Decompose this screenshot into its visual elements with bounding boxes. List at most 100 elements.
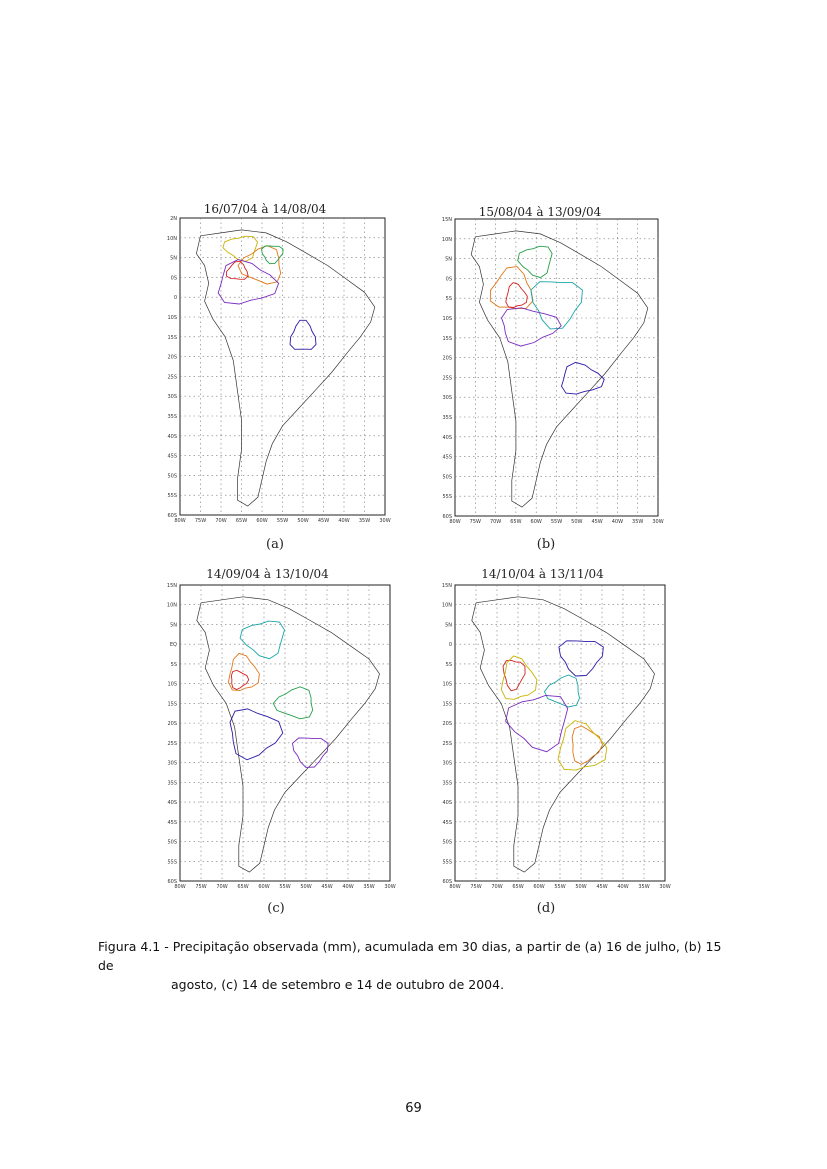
lon-tick-label: 35W bbox=[359, 518, 370, 524]
lat-tick-label: 40S bbox=[167, 434, 177, 440]
lon-tick-label: 45W bbox=[591, 519, 602, 525]
lon-tick-label: 30W bbox=[652, 519, 663, 525]
lat-tick-label: 5S bbox=[446, 662, 452, 668]
panel-label: (b) bbox=[536, 537, 556, 552]
lon-tick-label: 30W bbox=[659, 884, 670, 890]
lon-tick-label: 50W bbox=[297, 518, 308, 524]
precipitation-contour bbox=[502, 660, 526, 692]
precipitation-contour bbox=[222, 235, 258, 262]
precipitation-contour bbox=[229, 708, 284, 761]
precipitation-contour bbox=[557, 720, 608, 771]
lat-tick-label: 35S bbox=[167, 414, 177, 420]
precipitation-contour bbox=[227, 652, 260, 692]
lon-tick-label: 50W bbox=[300, 884, 311, 890]
lon-tick-label: 60W bbox=[258, 884, 269, 890]
caption-line-1: Figura 4.1 - Precipitação observada (mm)… bbox=[98, 939, 722, 973]
lat-tick-label: 35S bbox=[167, 780, 177, 786]
lon-tick-label: 65W bbox=[510, 519, 521, 525]
precipitation-map: 2N 10N 5N 0S 0 10S 15S 20S 25S 30S 35S 40S 45S 50S 55S… bbox=[167, 216, 391, 524]
precipitation-contour bbox=[561, 361, 605, 395]
lon-tick-label: 45W bbox=[318, 518, 329, 524]
lon-tick-label: 30W bbox=[384, 884, 395, 890]
lat-tick-label: 0 bbox=[449, 642, 452, 648]
precipitation-contour bbox=[558, 640, 604, 677]
lat-tick-label: 20S bbox=[167, 355, 177, 361]
lon-tick-label: 50W bbox=[571, 519, 582, 525]
lon-tick-label: 40W bbox=[612, 519, 623, 525]
lat-tick-label: 30S bbox=[167, 394, 177, 400]
lat-tick-label: 55S bbox=[167, 493, 177, 499]
lat-tick-label: 15S bbox=[167, 701, 177, 707]
precipitation-contour bbox=[226, 260, 249, 280]
lat-tick-label: 25S bbox=[442, 375, 452, 381]
lat-tick-label: 5N bbox=[170, 256, 177, 262]
panel-label: (c) bbox=[267, 901, 285, 916]
lat-tick-label: 30S bbox=[442, 761, 452, 767]
precipitation-contour bbox=[217, 259, 280, 305]
lon-tick-label: 35W bbox=[638, 884, 649, 890]
lon-tick-label: 70W bbox=[216, 884, 227, 890]
lat-tick-label: 25S bbox=[167, 741, 177, 747]
lat-tick-label: 5N bbox=[170, 622, 177, 628]
lat-tick-label: 5S bbox=[446, 296, 452, 302]
lon-tick-label: 50W bbox=[575, 884, 586, 890]
lat-tick-label: 5N bbox=[445, 622, 452, 628]
lat-tick-label: 45S bbox=[442, 455, 452, 461]
lat-tick-label: 25S bbox=[442, 741, 452, 747]
lat-tick-label: 15S bbox=[167, 335, 177, 341]
lat-tick-label: 55S bbox=[442, 494, 452, 500]
lon-tick-label: 30W bbox=[379, 518, 390, 524]
lon-tick-label: 45W bbox=[596, 884, 607, 890]
lat-tick-label: 25S bbox=[167, 374, 177, 380]
lat-tick-label: 45S bbox=[167, 820, 177, 826]
lat-tick-label: 60S bbox=[167, 879, 177, 885]
lon-tick-label: 35W bbox=[632, 519, 643, 525]
lat-tick-label: 45S bbox=[167, 454, 177, 460]
lon-tick-label: 70W bbox=[215, 518, 226, 524]
precipitation-contour bbox=[571, 725, 603, 765]
lon-tick-label: 40W bbox=[338, 518, 349, 524]
lat-tick-label: 20S bbox=[167, 721, 177, 727]
lon-tick-label: 60W bbox=[533, 884, 544, 890]
caption-line-2: agosto, (c) 14 de setembro e 14 de outub… bbox=[171, 977, 505, 992]
figure-panel-c: 14/09/04 à 13/10/04 15N 10N 5N EQ 5S 10S 15S 20… bbox=[140, 565, 396, 925]
figure-panel-a: 16/07/04 à 14/08/04 2N 10N 5N 0S 0 10S 15S 20S 2… bbox=[140, 200, 391, 560]
lat-tick-label: 10N bbox=[167, 236, 177, 242]
lat-tick-label: 10N bbox=[442, 603, 452, 609]
lat-tick-label: 30S bbox=[167, 761, 177, 767]
lat-tick-label: EQ bbox=[170, 642, 177, 648]
lon-tick-label: 80W bbox=[449, 884, 460, 890]
lon-tick-label: 65W bbox=[236, 518, 247, 524]
lat-tick-label: 50S bbox=[442, 474, 452, 480]
precipitation-contour bbox=[543, 674, 580, 708]
lon-tick-label: 60W bbox=[256, 518, 267, 524]
lat-tick-label: 0S bbox=[171, 275, 177, 281]
lat-tick-label: 5N bbox=[445, 257, 452, 263]
lon-tick-label: 80W bbox=[174, 518, 185, 524]
lat-tick-label: 5S bbox=[171, 662, 177, 668]
precipitation-contour bbox=[289, 319, 317, 350]
panel-title: 15/08/04 à 13/09/04 bbox=[478, 205, 602, 219]
precipitation-contour bbox=[239, 620, 285, 660]
lat-tick-label: 60S bbox=[442, 879, 452, 885]
coastline bbox=[470, 230, 649, 508]
lon-tick-label: 55W bbox=[277, 518, 288, 524]
lon-tick-label: 65W bbox=[512, 884, 523, 890]
lon-tick-label: 40W bbox=[342, 884, 353, 890]
lat-tick-label: 15N bbox=[167, 583, 177, 589]
lat-tick-label: 45S bbox=[442, 820, 452, 826]
lon-tick-label: 75W bbox=[195, 518, 206, 524]
lat-tick-label: 50S bbox=[442, 840, 452, 846]
lon-tick-label: 60W bbox=[531, 519, 542, 525]
precipitation-contour bbox=[530, 281, 583, 330]
lon-tick-label: 80W bbox=[449, 519, 460, 525]
lon-tick-label: 55W bbox=[554, 884, 565, 890]
panel-title: 14/09/04 à 13/10/04 bbox=[206, 567, 329, 581]
lat-tick-label: 10N bbox=[442, 237, 452, 243]
lat-tick-label: 10S bbox=[167, 682, 177, 688]
lat-tick-label: 55S bbox=[167, 859, 177, 865]
lat-tick-label: 15S bbox=[442, 701, 452, 707]
precipitation-contour bbox=[261, 245, 284, 265]
lat-tick-label: 20S bbox=[442, 356, 452, 362]
map-frame bbox=[179, 584, 391, 882]
